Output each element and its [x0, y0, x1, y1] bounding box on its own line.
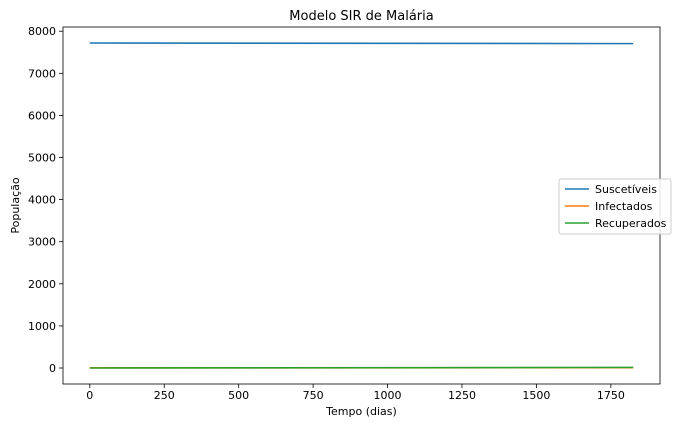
legend: Suscetíveis Infectados Recuperados [558, 178, 672, 235]
legend-label-1: Infectados [595, 200, 653, 213]
x-tick-label-7: 1750 [597, 389, 625, 402]
y-tick-label-1: 1000 [28, 320, 56, 333]
y-tick-label-5: 5000 [28, 152, 56, 165]
chart-title: Modelo SIR de Malária [289, 9, 433, 24]
x-tick-label-5: 1250 [448, 389, 476, 402]
x-tick-label-2: 500 [228, 389, 249, 402]
y-tick-label-2: 2000 [28, 278, 56, 291]
legend-label-0: Suscetíveis [595, 183, 657, 196]
x-axis-label: Tempo (dias) [325, 405, 397, 418]
y-axis-label: População [9, 177, 22, 234]
y-tick-label-0: 0 [49, 362, 56, 375]
legend-box [558, 178, 672, 235]
legend-label-2: Recuperados [595, 217, 667, 230]
plot-area: 0 250 500 750 1000 1250 1500 1750 0 1000 2000 3000 4… [28, 25, 661, 402]
y-tick-label-6: 6000 [28, 109, 56, 122]
y-tick-label-3: 3000 [28, 236, 56, 249]
x-tick-label-6: 1500 [522, 389, 550, 402]
series-line-0 [89, 42, 634, 45]
x-tick-label-4: 1000 [374, 389, 402, 402]
series-line-2 [89, 366, 634, 369]
y-tick-label-8: 8000 [28, 25, 56, 38]
x-tick-label-0: 0 [86, 389, 93, 402]
x-tick-label-3: 750 [303, 389, 324, 402]
y-tick-label-4: 4000 [28, 194, 56, 207]
y-tick-label-7: 7000 [28, 67, 56, 80]
x-tick-label-1: 250 [154, 389, 175, 402]
